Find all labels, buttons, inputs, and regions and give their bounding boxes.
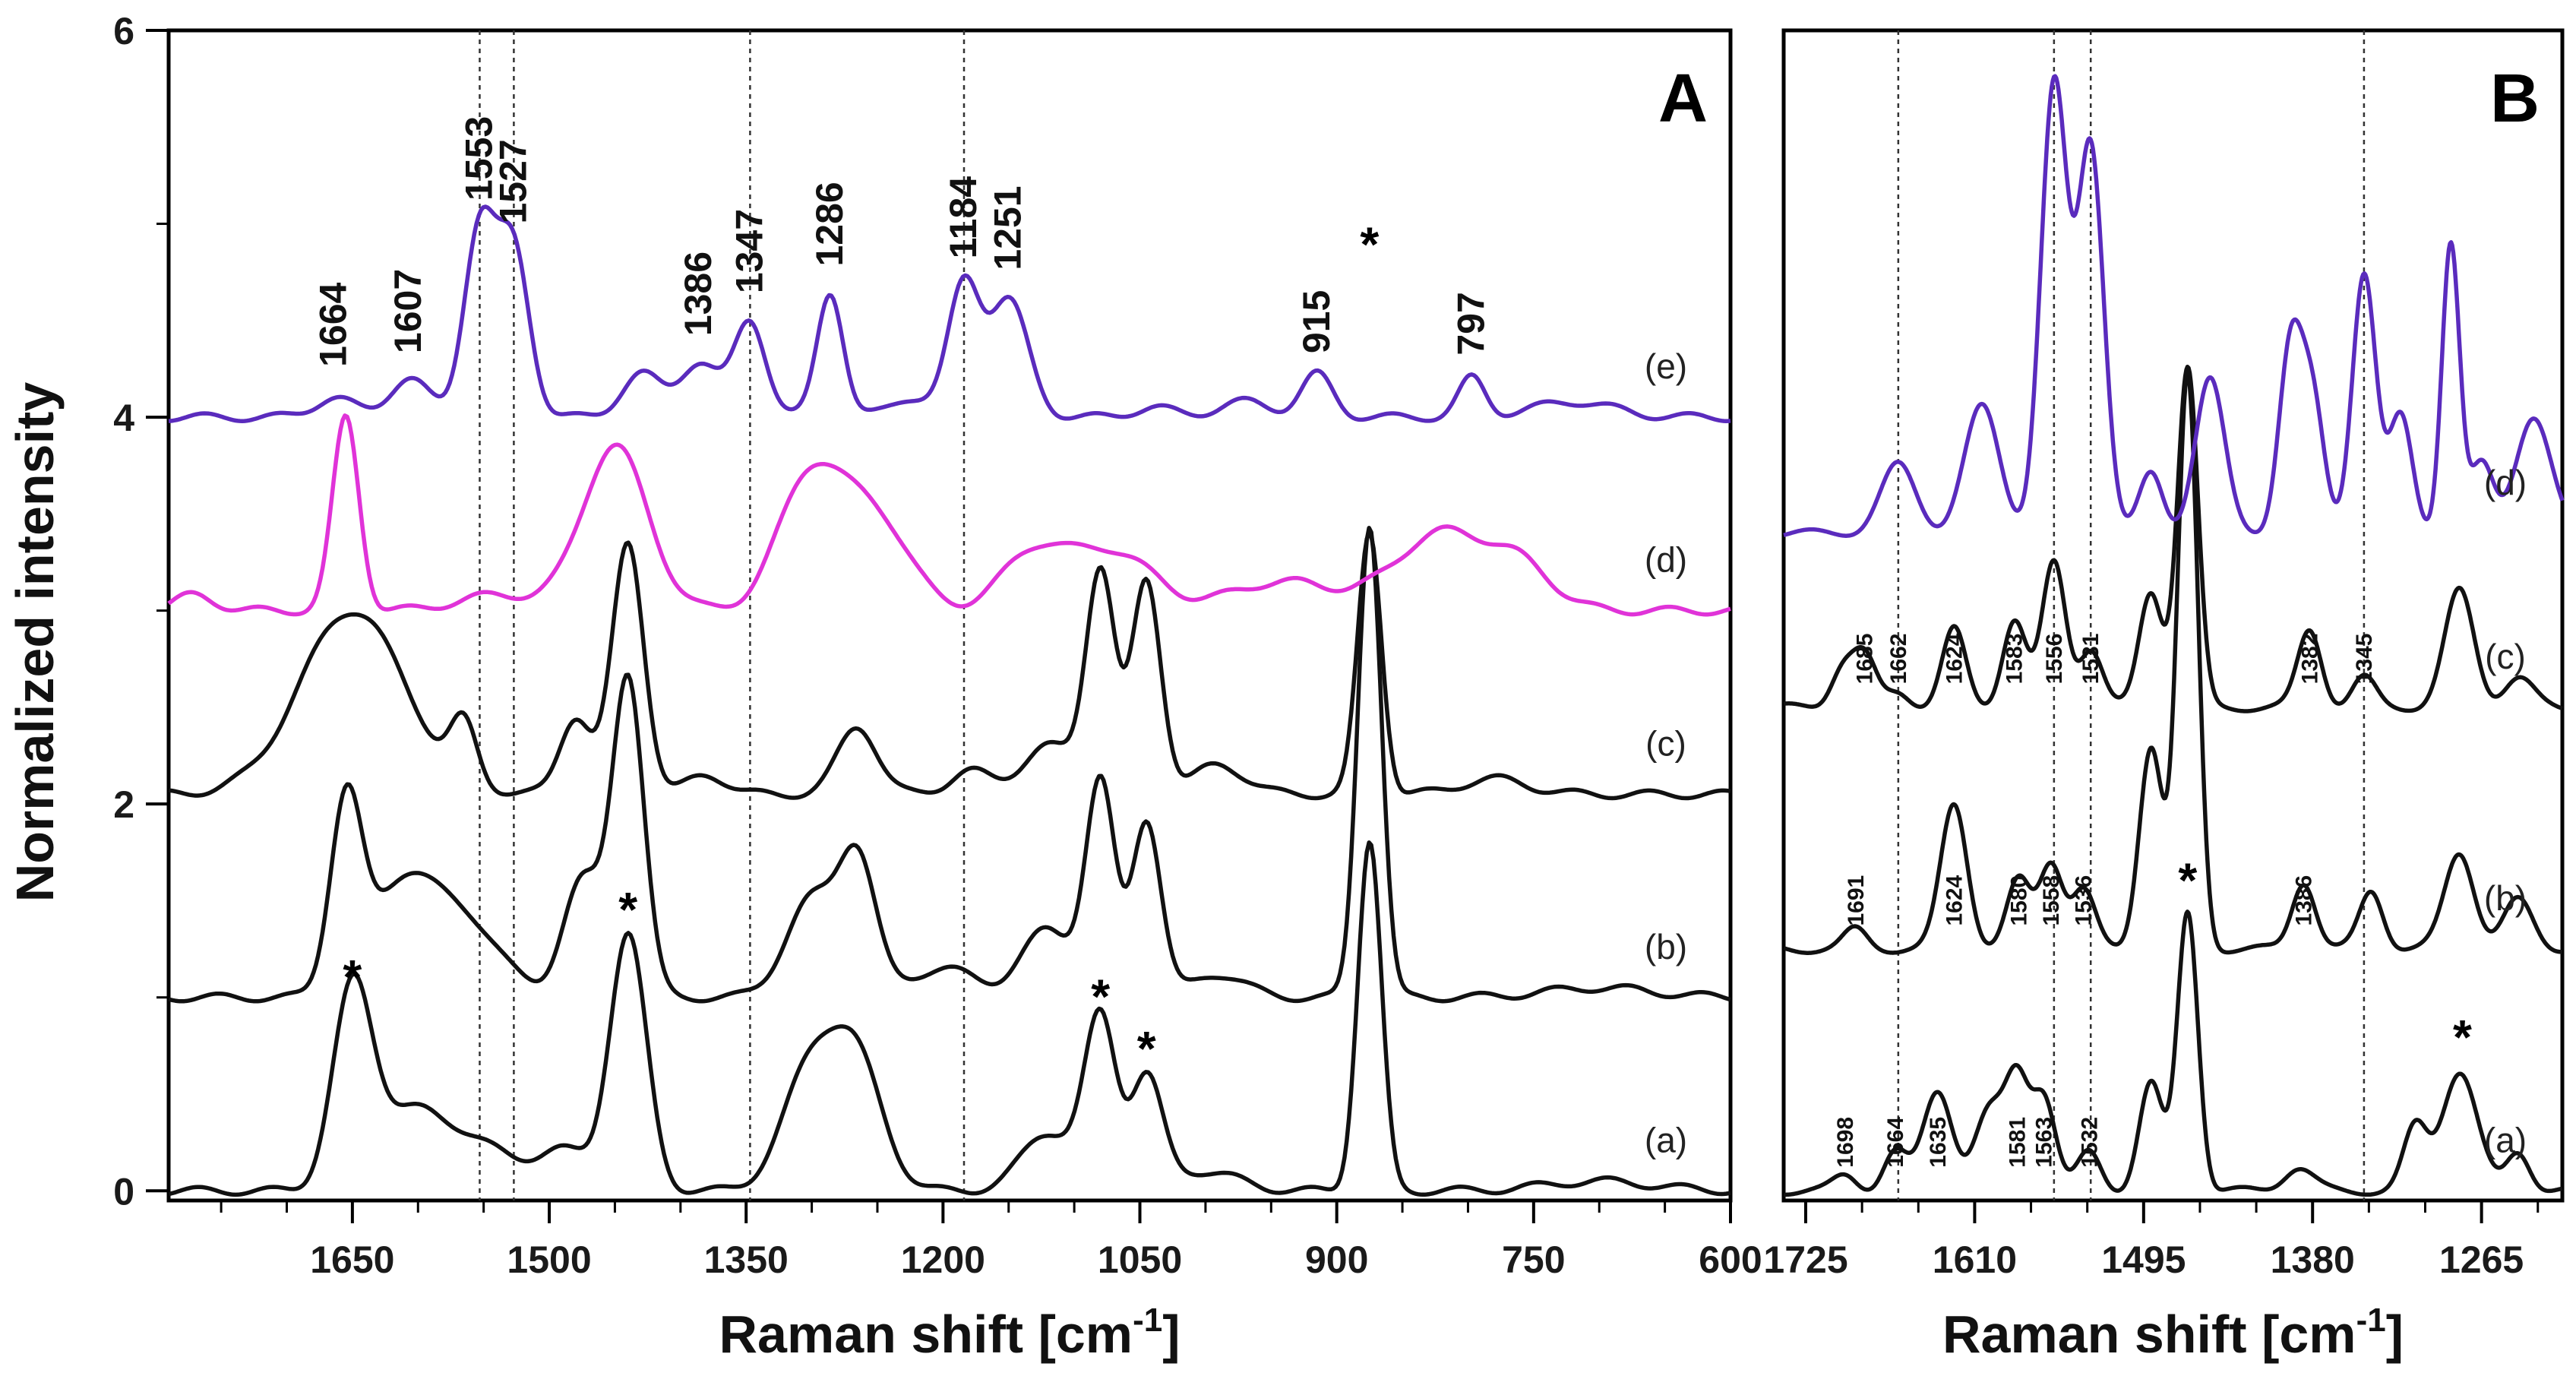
y-axis-title: Normalized intensity <box>5 382 65 903</box>
x-tick-label: 600 <box>1699 1238 1762 1281</box>
peak-asterisk: * <box>1360 217 1379 271</box>
x-axis-title-text: Raman shift [cm <box>719 1305 1133 1364</box>
peak-label: 797 <box>1450 292 1493 355</box>
peak-label: 1558 <box>2039 875 2064 926</box>
series-label: (e) <box>1645 346 1687 386</box>
peak-asterisk: * <box>343 950 362 1004</box>
peak-label: 1347 <box>728 209 770 293</box>
series-label: (c) <box>1645 724 1686 764</box>
series-label: (d) <box>2484 463 2527 502</box>
series-line-d <box>167 413 1731 617</box>
peak-label: 1553 <box>457 116 500 201</box>
x-tick-label: 1725 <box>1763 1238 1847 1281</box>
x-tick-label: 1050 <box>1098 1238 1182 1281</box>
series-line-c <box>168 530 1731 801</box>
x-tick-label: 750 <box>1502 1238 1565 1281</box>
panel-label: A <box>1658 61 1708 137</box>
peak-label: 1664 <box>312 282 355 366</box>
x-tick-label: 1495 <box>2101 1238 2186 1281</box>
peak-label: 1382 <box>2297 634 2322 685</box>
series-label: (a) <box>2484 1120 2527 1159</box>
peak-label: 1536 <box>2072 875 2097 926</box>
x-axis-title-superscript: -1 <box>1133 1302 1162 1339</box>
panel-frame <box>166 28 1733 1203</box>
series-line-e <box>168 204 1731 423</box>
x-tick-label: 1200 <box>901 1238 985 1281</box>
peak-asterisk: * <box>2178 853 2197 908</box>
x-axis-title-text: Raman shift [cm <box>1942 1305 2356 1364</box>
panel-label: B <box>2490 61 2540 137</box>
panel-a: 1650 1500 1350 1200 1050 900 750 600 0 2 4 6 Raman s… <box>113 10 1762 1364</box>
series-line-a <box>168 840 1731 1197</box>
x-axis-title-end: ] <box>2386 1305 2404 1364</box>
series-line-a <box>1782 909 2564 1197</box>
y-tick-label: 0 <box>113 1170 134 1213</box>
y-tick-label: 2 <box>113 783 134 826</box>
series-label: (a) <box>1645 1120 1687 1159</box>
peak-label: 1532 <box>2077 1117 2102 1168</box>
peak-label: 1635 <box>1926 1117 1951 1168</box>
x-tick-label: 1380 <box>2271 1238 2355 1281</box>
panel-frame <box>1781 28 2565 1203</box>
peak-label: 1251 <box>987 185 1029 270</box>
series-line-d <box>1782 74 2565 538</box>
series-line-b <box>1782 371 2564 955</box>
peak-label: 1580 <box>2006 875 2031 926</box>
series-label: (d) <box>1645 540 1687 580</box>
x-tick-label: 1265 <box>2439 1238 2524 1281</box>
y-tick-label: 4 <box>113 397 134 439</box>
peak-label: 1345 <box>2352 634 2377 685</box>
peak-label: 1286 <box>808 182 851 266</box>
peak-label: 1691 <box>1844 875 1869 926</box>
y-tick-label: 6 <box>113 10 134 52</box>
x-axis-title: Raman shift [cm-1] <box>1942 1302 2404 1364</box>
peak-asterisk: * <box>2453 1010 2472 1064</box>
series-line-c <box>1782 365 2564 713</box>
peak-label: 1624 <box>1942 875 1967 925</box>
series-label: (b) <box>2484 878 2527 918</box>
peak-label: 1386 <box>2292 875 2317 926</box>
series-label: (c) <box>2485 637 2526 676</box>
peak-label: 1556 <box>2042 634 2067 685</box>
x-tick-label: 1610 <box>1933 1238 2017 1281</box>
x-axis-title-end: ] <box>1162 1305 1180 1364</box>
x-axis-title: Raman shift [cm-1] <box>719 1302 1181 1364</box>
peak-label: 1698 <box>1833 1117 1858 1168</box>
peak-label: 1624 <box>1942 633 1967 684</box>
peak-asterisk: * <box>618 882 637 937</box>
peak-label: 1563 <box>2031 1117 2056 1168</box>
x-tick-label: 900 <box>1305 1238 1368 1281</box>
peak-label: 1607 <box>387 269 429 353</box>
peak-label: 1583 <box>2002 634 2028 685</box>
peak-label: 1184 <box>942 176 985 259</box>
peak-label: 1386 <box>677 251 719 336</box>
peak-label: 1664 <box>1883 1117 1908 1168</box>
peak-label: 915 <box>1295 290 1338 353</box>
x-axis-title-superscript: -1 <box>2356 1302 2386 1339</box>
panel-b: 1725 1610 1495 1380 1265 Raman shift [cm-1] B (… <box>1763 28 2565 1364</box>
x-tick-label: 1350 <box>704 1238 789 1281</box>
peak-asterisk: * <box>1137 1021 1156 1076</box>
x-tick-label: 1500 <box>507 1238 591 1281</box>
peak-label: 1581 <box>2005 1117 2031 1168</box>
series-line-b <box>168 526 1731 1004</box>
peak-label: 1662 <box>1886 634 1911 685</box>
x-tick-label: 1650 <box>310 1238 394 1281</box>
peak-asterisk: * <box>1091 969 1110 1023</box>
peak-label: 1531 <box>2078 634 2103 685</box>
peak-label: 1527 <box>491 139 534 223</box>
series-label: (b) <box>1645 927 1687 966</box>
peak-label: 1685 <box>1852 634 1877 685</box>
